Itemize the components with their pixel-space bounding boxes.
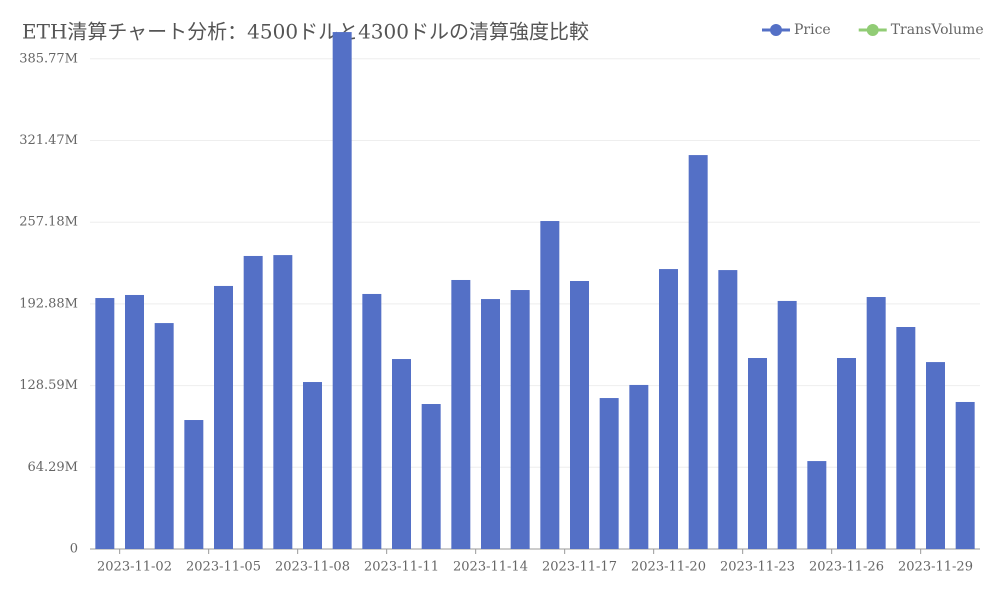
x-tick-label: 2023-11-14: [453, 560, 528, 575]
y-tick-label: 385.77M: [19, 51, 78, 66]
x-tick-label: 2023-11-02: [97, 560, 172, 575]
bar: [777, 300, 797, 549]
bar: [570, 281, 589, 549]
legend-label: TransVolume: [891, 22, 984, 38]
bar: [540, 221, 560, 549]
x-tick-label: 2023-11-26: [809, 560, 884, 575]
x-tick-label: 2023-11-11: [364, 560, 439, 575]
bar: [807, 461, 827, 549]
bar: [214, 285, 233, 549]
bar: [451, 279, 471, 549]
x-tick-label: 2023-11-17: [542, 560, 617, 575]
bar: [125, 294, 144, 549]
y-tick-label: 64.29M: [27, 460, 78, 475]
y-tick-label: 192.88M: [19, 296, 78, 311]
bar: [481, 299, 500, 549]
bar: [896, 327, 916, 549]
bar: [659, 269, 678, 549]
legend-label: Price: [794, 22, 831, 38]
chart-title: ETH清算チャート分析：4500ドルと4300ドルの清算強度比較: [22, 20, 589, 44]
x-tick-label: 2023-11-08: [275, 560, 350, 575]
bar: [688, 155, 708, 549]
x-tick-label: 2023-11-05: [186, 560, 261, 575]
x-tick-label: 2023-11-20: [631, 560, 706, 575]
bar: [510, 290, 530, 549]
x-tick-label: 2023-11-29: [898, 560, 973, 575]
x-tick-label: 2023-11-23: [720, 560, 795, 575]
bar: [332, 32, 352, 549]
bar: [421, 404, 441, 549]
bar: [303, 382, 322, 549]
bar: [273, 255, 293, 549]
bar: [866, 297, 886, 549]
legend-marker: [866, 24, 879, 36]
bar: [362, 293, 382, 549]
bar: [837, 358, 856, 549]
bar: [629, 384, 649, 549]
y-tick-label: 128.59M: [19, 378, 78, 393]
bar: [955, 401, 975, 549]
bar: [184, 420, 204, 549]
bar: [599, 398, 619, 549]
bar: [392, 359, 411, 549]
bar: [718, 270, 738, 549]
bar: [95, 298, 115, 549]
y-tick-label: 257.18M: [19, 215, 78, 230]
legend-marker: [770, 24, 782, 36]
bar: [243, 255, 263, 549]
bar: [926, 362, 945, 549]
y-tick-label: 321.47M: [19, 133, 78, 148]
bar: [154, 323, 174, 549]
bar: [748, 358, 767, 549]
y-tick-label: 0: [70, 542, 78, 557]
